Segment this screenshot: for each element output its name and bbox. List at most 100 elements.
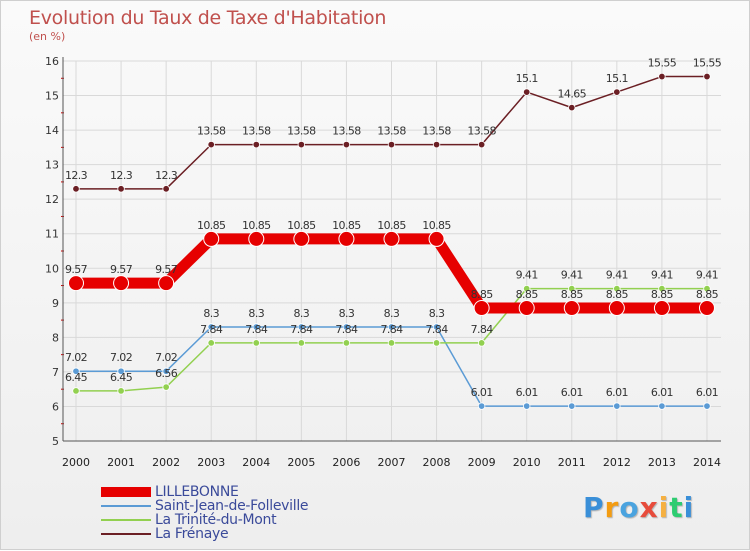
data-point — [568, 402, 576, 410]
legend-label: LILLEBONNE — [155, 484, 239, 500]
data-label: 9.41 — [651, 269, 673, 282]
y-tick-label: 9 — [52, 297, 59, 310]
data-point — [703, 72, 711, 81]
x-tick-label: 2004 — [242, 456, 270, 469]
data-point — [342, 140, 351, 149]
data-label: 14.65 — [558, 88, 587, 101]
x-tick-label: 2010 — [513, 456, 541, 469]
data-label: 7.02 — [65, 351, 87, 364]
data-label: 12.3 — [155, 169, 178, 182]
data-point — [658, 72, 666, 81]
data-point — [72, 367, 80, 375]
data-point — [563, 300, 580, 316]
data-point — [68, 275, 84, 292]
series-points — [68, 72, 715, 410]
logo-letter: x — [639, 491, 659, 524]
data-point — [658, 284, 666, 293]
data-label: 8.3 — [429, 307, 445, 320]
x-tick-label: 2003 — [197, 456, 225, 469]
data-label: 8.3 — [339, 307, 355, 320]
data-label: 8.85 — [606, 288, 629, 301]
data-point — [432, 339, 441, 347]
data-label: 8.85 — [471, 288, 494, 301]
x-tick-label: 2005 — [287, 456, 315, 469]
data-point — [162, 367, 170, 375]
data-label: 12.3 — [110, 169, 133, 182]
y-tick-label: 15 — [45, 90, 59, 103]
data-label: 9.41 — [606, 269, 628, 282]
data-label: 15.55 — [693, 57, 722, 70]
data-point — [387, 323, 396, 331]
data-point — [158, 275, 175, 292]
data-label: 6.01 — [606, 386, 628, 399]
x-tick-label: 2011 — [558, 456, 586, 469]
legend-label: Saint-Jean-de-Folleville — [155, 498, 309, 514]
data-point — [252, 339, 260, 347]
data-label: 13.58 — [242, 125, 271, 138]
data-label: 13.58 — [467, 125, 496, 138]
data-point — [477, 339, 486, 347]
data-point — [117, 387, 125, 395]
legend: LILLEBONNE Saint-Jean-de-Folleville La Tri… — [101, 484, 309, 542]
data-label: 13.58 — [197, 125, 226, 138]
data-label: 7.02 — [155, 351, 177, 364]
data-point — [252, 140, 260, 149]
data-point — [72, 387, 80, 395]
chart-title: Evolution du Taux de Taxe d'Habitation — [29, 7, 387, 29]
y-tick-label: 5 — [52, 435, 59, 448]
data-point — [207, 323, 215, 331]
data-label: 13.58 — [377, 125, 406, 138]
y-tick-label: 14 — [45, 124, 59, 137]
data-point — [613, 88, 621, 96]
data-label: 10.85 — [242, 219, 271, 232]
data-point — [342, 339, 351, 347]
y-tick-label: 13 — [45, 159, 59, 172]
data-point — [428, 230, 445, 247]
legend-item: LILLEBONNE — [101, 484, 308, 500]
data-label: 15.55 — [648, 57, 677, 70]
axes: 5 6 7 8 9 10 11 12 13 14 15 16 2000 2001 2002 2003 2004 2… — [45, 55, 721, 469]
data-point — [293, 230, 310, 247]
data-label: 13.58 — [287, 125, 316, 138]
legend-swatch — [101, 533, 151, 535]
data-label: 7.02 — [110, 351, 132, 364]
data-label: 13.58 — [422, 125, 451, 138]
data-point — [387, 140, 396, 149]
data-label: 15.1 — [606, 72, 628, 85]
data-label: 7.84 — [380, 323, 403, 336]
x-tick-label: 2007 — [377, 456, 405, 469]
y-tick-label: 6 — [52, 400, 59, 413]
data-point — [477, 140, 486, 149]
data-point — [613, 402, 621, 410]
data-label: 8.3 — [203, 307, 219, 320]
data-label: 9.41 — [561, 269, 583, 282]
logo-letter: o — [619, 491, 640, 524]
data-label: 10.85 — [422, 219, 451, 232]
data-point — [523, 402, 531, 410]
data-point — [207, 140, 215, 149]
x-tick-label: 2014 — [693, 456, 721, 469]
y-tick-label: 11 — [45, 228, 59, 241]
data-label: 8.85 — [561, 288, 584, 301]
x-tick-label: 2001 — [107, 456, 135, 469]
data-point — [297, 323, 306, 331]
data-point — [703, 402, 711, 410]
data-label: 6.01 — [516, 386, 538, 399]
data-point — [523, 88, 531, 96]
data-label: 9.41 — [696, 269, 718, 282]
data-point — [613, 284, 621, 293]
x-tick-label: 2000 — [62, 456, 90, 469]
data-point — [653, 300, 670, 316]
logo-letter: i — [658, 491, 670, 524]
data-point — [383, 230, 400, 247]
data-label: 12.3 — [65, 169, 88, 182]
data-label: 10.85 — [377, 219, 406, 232]
data-point — [608, 300, 625, 316]
legend-item: La Frénaye — [101, 526, 308, 542]
data-point — [248, 230, 265, 247]
data-label: 6.45 — [65, 371, 88, 384]
legend-item: La Trinité-du-Mont — [101, 512, 308, 528]
data-point — [72, 185, 80, 193]
